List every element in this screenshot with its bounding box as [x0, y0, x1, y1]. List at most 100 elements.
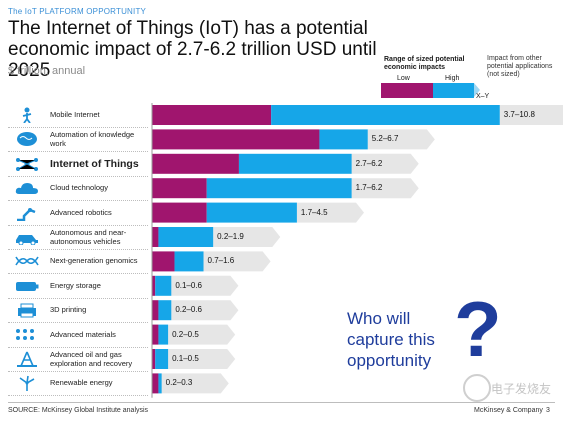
- bar-value-label: 1.7–6.2: [355, 183, 383, 193]
- wind-turbine-icon: [14, 375, 40, 392]
- footer-divider: [8, 402, 555, 403]
- bar-high-segment: [206, 202, 297, 223]
- bar-high-segment: [158, 373, 162, 394]
- bar-other-chevron: [351, 153, 419, 174]
- bar-other-chevron: [367, 129, 435, 150]
- bar-value-label: 0.1–0.5: [172, 354, 199, 363]
- row-divider: [8, 200, 148, 202]
- watermark-circle-icon: [463, 374, 491, 402]
- bar-low-segment: [152, 373, 159, 394]
- cloud-icon: [14, 180, 40, 196]
- bar-value-label: 0.2–1.9: [217, 232, 244, 241]
- row-divider: [8, 175, 148, 177]
- bar-value-label: 0.2–0.6: [175, 305, 203, 315]
- bar-low-segment: [152, 105, 272, 125]
- battery-icon: [14, 278, 40, 294]
- car-icon: [14, 229, 40, 246]
- bar-low-segment: [152, 227, 159, 247]
- row-divider: [8, 224, 148, 226]
- printer-icon: [14, 302, 40, 318]
- company-name: McKinsey & Company: [474, 407, 543, 414]
- bar-high-segment: [155, 349, 169, 369]
- question-mark: ?: [454, 285, 502, 373]
- robot-arm-icon: [14, 205, 40, 221]
- bar-value-label: 3.7–10.8: [503, 110, 535, 119]
- bar-low-segment: [152, 202, 207, 223]
- legend-low-label: Low: [397, 75, 410, 82]
- bar-other-chevron: [161, 373, 229, 394]
- legend-high-label: High: [445, 75, 460, 82]
- bar-low-segment: [152, 251, 175, 272]
- legend-other-label: Impact from other potential applications…: [487, 55, 553, 78]
- category-label: Next-generation genomics: [50, 256, 138, 266]
- bar-other-chevron: [351, 178, 419, 199]
- legend-other-chevron: [474, 83, 480, 97]
- category-label: Advanced oil and gas exploration and rec…: [50, 350, 133, 368]
- bar-high-segment: [158, 300, 172, 321]
- bar-other-chevron: [168, 324, 236, 345]
- bar-chart: [151, 103, 563, 398]
- bar-other-chevron: [213, 227, 281, 247]
- bar-high-segment: [206, 178, 352, 199]
- category-label: Mobile Internet: [50, 110, 100, 119]
- category-label: Internet of Things: [50, 157, 139, 170]
- bar-low-segment: [152, 178, 207, 199]
- bar-other-chevron: [296, 202, 364, 223]
- bar-value-label: 0.7–1.6: [207, 256, 235, 266]
- bar-low-segment: [152, 349, 156, 369]
- category-label: Autonomous and near-autonomous vehicles: [50, 228, 127, 246]
- bar-low-segment: [152, 153, 239, 174]
- bar-value-label: 0.2–0.5: [172, 329, 199, 339]
- page-number: 3: [546, 407, 550, 414]
- bar-high-segment: [174, 251, 204, 272]
- bar-other-chevron: [171, 300, 239, 321]
- bar-low-segment: [152, 324, 159, 345]
- oil-rig-icon: [14, 351, 40, 367]
- bar-high-segment: [158, 227, 214, 247]
- bar-value-label: 1.7–4.5: [300, 207, 328, 217]
- chart-title: The Internet of Things (IoT) has a poten…: [8, 18, 377, 81]
- category-label: 3D printing: [50, 305, 87, 315]
- category-label: Advanced materials: [50, 329, 116, 339]
- bar-value-label: 2.7–6.2: [355, 158, 383, 168]
- bar-other-chevron: [168, 349, 236, 369]
- legend-high-swatch: [433, 83, 474, 98]
- legend-xy-label: X–Y: [476, 93, 490, 100]
- row-divider: [8, 297, 148, 299]
- dna-icon: [14, 253, 40, 269]
- legend-title: Range of sized potential economic impact…: [384, 56, 465, 71]
- row-divider: [8, 346, 148, 348]
- kicker: The IoT PLATFORM OPPORTUNITY: [8, 7, 147, 16]
- bar-low-segment: [152, 300, 159, 321]
- bar-high-segment: [155, 275, 172, 296]
- network-icon: [14, 156, 40, 172]
- bar-other-chevron: [499, 105, 563, 125]
- category-label: Cloud technology: [50, 183, 108, 193]
- category-label: Renewable energy: [50, 378, 113, 388]
- row-divider: [8, 273, 148, 275]
- watermark-logo: 电子发烧友: [463, 374, 555, 402]
- row-divider: [8, 151, 148, 153]
- bar-value-label: 0.1–0.6: [175, 280, 203, 290]
- cta-text: Who will capture this opportunity: [347, 309, 435, 370]
- row-divider: [8, 371, 148, 372]
- legend-low-swatch: [381, 83, 433, 98]
- row-divider: [8, 322, 148, 324]
- bar-high-segment: [319, 129, 368, 150]
- bar-value-label: 0.2–0.3: [165, 378, 193, 388]
- bar-high-segment: [238, 153, 352, 174]
- watermark-text: 电子发烧友: [491, 382, 552, 396]
- chart-subtitle: $ trillion, annual: [8, 65, 86, 77]
- bar-low-segment: [152, 129, 320, 150]
- person-phone-icon: [14, 107, 40, 124]
- row-divider: [8, 249, 148, 250]
- bar-low-segment: [152, 275, 156, 296]
- bar-other-chevron: [171, 275, 239, 296]
- lattice-icon: [14, 327, 40, 343]
- row-divider: [8, 395, 148, 397]
- source-note: SOURCE: McKinsey Global Institute analys…: [8, 407, 149, 414]
- bar-high-segment: [158, 324, 169, 345]
- bar-value-label: 5.2–6.7: [371, 134, 399, 144]
- row-divider: [8, 127, 148, 128]
- brain-icon: [14, 131, 40, 147]
